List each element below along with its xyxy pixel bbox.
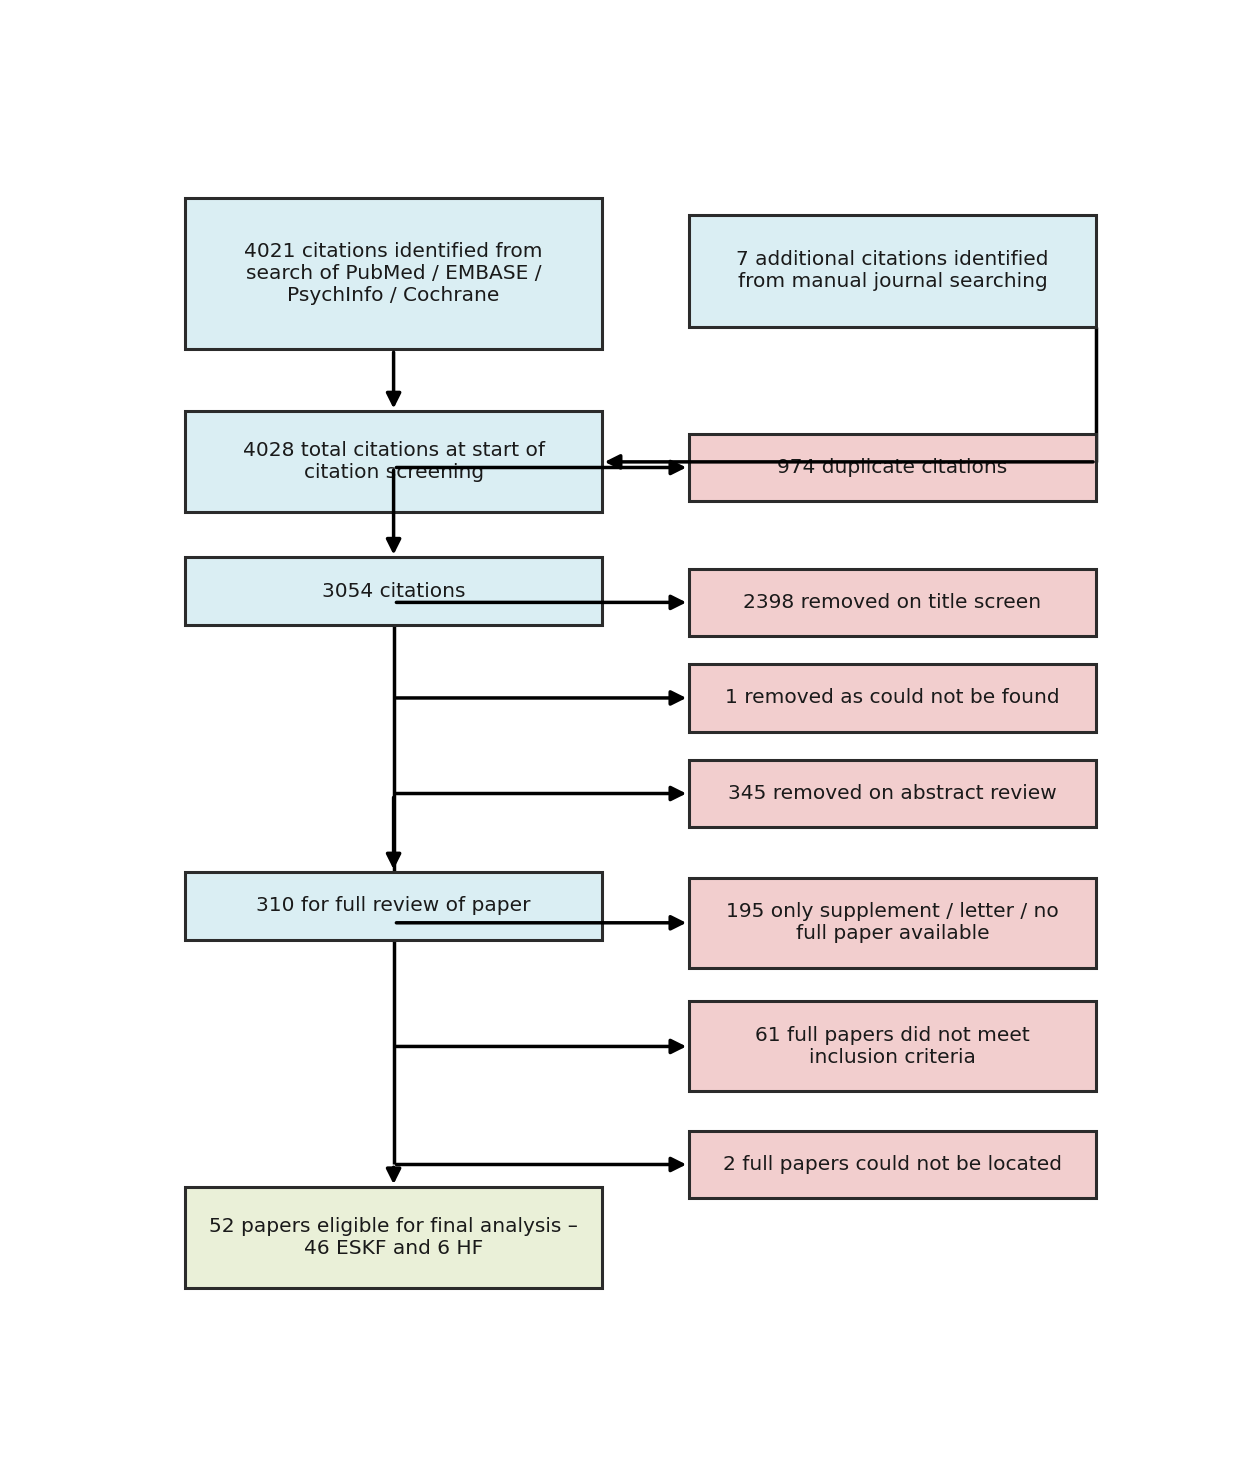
FancyBboxPatch shape <box>689 569 1096 637</box>
FancyBboxPatch shape <box>689 664 1096 731</box>
FancyBboxPatch shape <box>689 434 1096 501</box>
Text: 2398 removed on title screen: 2398 removed on title screen <box>744 593 1041 612</box>
FancyBboxPatch shape <box>689 1130 1096 1199</box>
Text: 1 removed as could not be found: 1 removed as could not be found <box>725 689 1060 708</box>
FancyBboxPatch shape <box>185 412 602 512</box>
FancyBboxPatch shape <box>689 215 1096 327</box>
FancyBboxPatch shape <box>689 1002 1096 1092</box>
Text: 4021 citations identified from
search of PubMed / EMBASE /
PsychInfo / Cochrane: 4021 citations identified from search of… <box>244 242 542 305</box>
FancyBboxPatch shape <box>689 877 1096 968</box>
Text: 4028 total citations at start of
citation screening: 4028 total citations at start of citatio… <box>242 441 545 482</box>
FancyBboxPatch shape <box>185 558 602 625</box>
FancyBboxPatch shape <box>185 1187 602 1288</box>
FancyBboxPatch shape <box>689 759 1096 828</box>
FancyBboxPatch shape <box>185 197 602 349</box>
Text: 195 only supplement / letter / no
full paper available: 195 only supplement / letter / no full p… <box>726 902 1059 943</box>
Text: 310 for full review of paper: 310 for full review of paper <box>256 896 531 915</box>
Text: 2 full papers could not be located: 2 full papers could not be located <box>722 1155 1062 1174</box>
Text: 345 removed on abstract review: 345 removed on abstract review <box>728 784 1058 803</box>
Text: 52 papers eligible for final analysis –
46 ESKF and 6 HF: 52 papers eligible for final analysis – … <box>209 1218 578 1259</box>
Text: 61 full papers did not meet
inclusion criteria: 61 full papers did not meet inclusion cr… <box>755 1026 1030 1067</box>
Text: 7 additional citations identified
from manual journal searching: 7 additional citations identified from m… <box>736 250 1049 291</box>
Text: 3054 citations: 3054 citations <box>321 581 465 600</box>
FancyBboxPatch shape <box>185 872 602 940</box>
Text: 974 duplicate citations: 974 duplicate citations <box>778 458 1008 477</box>
